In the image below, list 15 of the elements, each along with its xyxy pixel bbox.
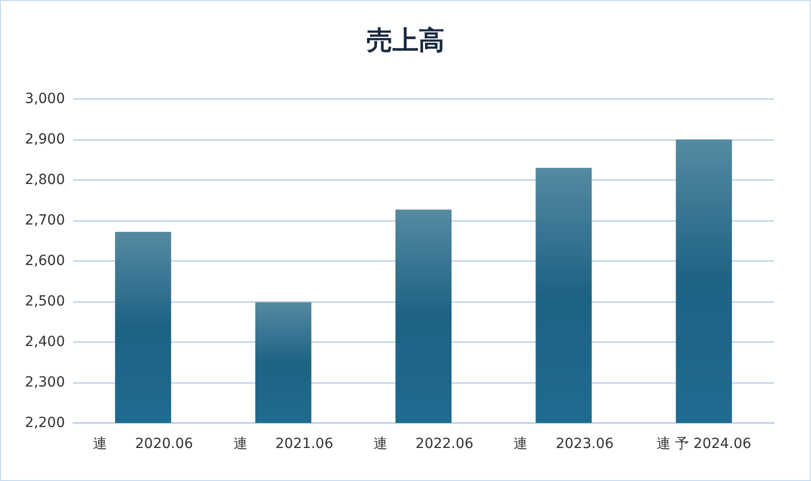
y-tick-label: 2,700 [24, 212, 65, 228]
x-tick-label: 連 2020.06 [93, 436, 194, 452]
y-tick-label: 2,800 [24, 172, 65, 188]
x-tick-label: 連 予 2024.06 [656, 436, 752, 452]
x-tick-label: 連 2021.06 [233, 436, 334, 452]
y-tick-label: 2,400 [24, 334, 65, 350]
chart-title: 売上高 [366, 26, 444, 56]
y-tick-label: 2,600 [24, 253, 65, 269]
x-tick-label: 連 2022.06 [374, 436, 474, 452]
y-tick-label: 2,900 [24, 132, 65, 148]
y-tick-label: 3,000 [24, 91, 65, 107]
y-tick-label: 2,300 [24, 374, 65, 390]
y-tick-label: 2,200 [24, 415, 65, 431]
x-tick-label: 連 2023.06 [514, 436, 614, 452]
y-tick-label: 2,500 [24, 294, 65, 310]
